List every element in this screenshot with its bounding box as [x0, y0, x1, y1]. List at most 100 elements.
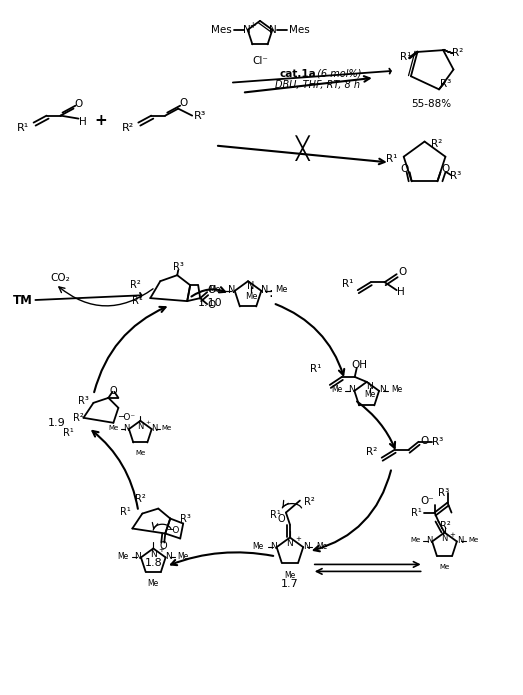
- Text: Me: Me: [364, 391, 376, 400]
- Text: Me: Me: [285, 571, 295, 580]
- Text: cat.1a: cat.1a: [280, 69, 317, 79]
- Text: R³: R³: [440, 79, 452, 90]
- Text: R¹: R¹: [400, 52, 411, 62]
- Text: R³: R³: [432, 436, 443, 447]
- Text: Me: Me: [147, 579, 159, 588]
- Text: N: N: [243, 25, 251, 35]
- Text: N: N: [152, 423, 158, 432]
- Text: N: N: [287, 539, 293, 548]
- Text: 1.8: 1.8: [144, 558, 162, 569]
- Text: R³: R³: [173, 262, 184, 272]
- Text: N: N: [150, 550, 157, 559]
- Text: Me: Me: [331, 385, 343, 394]
- Text: R²: R²: [366, 447, 377, 457]
- Text: O: O: [420, 436, 429, 445]
- Text: N: N: [366, 382, 373, 391]
- Text: O: O: [110, 386, 117, 396]
- Text: R¹: R¹: [310, 364, 322, 374]
- Text: 1.7: 1.7: [281, 580, 299, 589]
- Text: N: N: [303, 541, 310, 550]
- Text: O: O: [207, 300, 215, 310]
- Text: Me: Me: [275, 286, 288, 294]
- Text: R³: R³: [438, 488, 449, 498]
- Text: Cl⁻: Cl⁻: [252, 56, 268, 66]
- Text: 55-88%: 55-88%: [412, 99, 451, 108]
- Text: ─O: ─O: [167, 526, 179, 535]
- Text: N: N: [247, 281, 255, 291]
- Text: O: O: [207, 285, 215, 295]
- Text: R¹: R¹: [386, 154, 397, 164]
- Text: Me: Me: [245, 292, 257, 301]
- Text: 1.9: 1.9: [48, 418, 65, 428]
- Text: R³: R³: [78, 396, 89, 406]
- Text: N: N: [348, 385, 355, 394]
- Text: +: +: [146, 420, 151, 425]
- Text: H: H: [78, 117, 86, 126]
- Text: R¹: R¹: [411, 507, 422, 518]
- Text: Me: Me: [469, 537, 479, 543]
- Text: R²: R²: [73, 413, 84, 423]
- Text: O: O: [277, 514, 285, 523]
- Text: Me: Me: [439, 564, 450, 571]
- Text: +: +: [94, 113, 107, 128]
- Text: N: N: [137, 423, 143, 432]
- Text: R³: R³: [180, 514, 191, 523]
- Text: R²: R²: [122, 122, 134, 133]
- Text: Me: Me: [118, 552, 129, 561]
- Text: TM: TM: [13, 293, 32, 306]
- Text: +: +: [249, 22, 256, 31]
- Text: ─O⁻: ─O⁻: [118, 414, 135, 423]
- Text: Me: Me: [162, 425, 172, 431]
- Text: O: O: [399, 267, 407, 277]
- Text: N: N: [165, 552, 172, 561]
- Text: Me: Me: [253, 541, 264, 550]
- Text: O: O: [401, 164, 409, 174]
- Text: Me: Me: [391, 385, 402, 394]
- Text: H: H: [397, 287, 404, 297]
- Text: R¹: R¹: [132, 296, 143, 306]
- Text: R²: R²: [451, 48, 463, 58]
- Text: N: N: [379, 385, 385, 394]
- Text: +: +: [450, 532, 456, 537]
- Text: R¹: R¹: [269, 509, 280, 520]
- Text: O⁻: O⁻: [420, 496, 435, 505]
- Text: R²: R²: [304, 497, 315, 507]
- Text: N: N: [270, 541, 277, 550]
- Text: R²: R²: [431, 138, 442, 149]
- Text: R²: R²: [440, 521, 451, 530]
- Text: N: N: [441, 534, 448, 543]
- Text: DBU, THF, RT, 8 h: DBU, THF, RT, 8 h: [275, 80, 360, 90]
- Text: N: N: [228, 285, 235, 295]
- Text: N: N: [457, 536, 463, 545]
- Text: O: O: [179, 98, 187, 108]
- Text: N: N: [260, 285, 268, 295]
- Text: OH: OH: [352, 360, 368, 370]
- Text: 1.10: 1.10: [198, 298, 222, 308]
- Text: Me: Me: [135, 450, 145, 456]
- Text: N: N: [269, 25, 277, 35]
- Text: Me: Me: [410, 537, 420, 543]
- Text: R²: R²: [135, 493, 146, 504]
- Text: R³: R³: [194, 111, 207, 121]
- Text: Me: Me: [178, 552, 189, 561]
- Text: R¹: R¹: [120, 507, 131, 516]
- Text: R¹: R¹: [342, 279, 354, 289]
- Text: CO₂: CO₂: [51, 273, 71, 283]
- Text: Me: Me: [208, 286, 221, 294]
- Text: N: N: [426, 536, 433, 545]
- Text: O: O: [441, 164, 450, 174]
- Text: Mes: Mes: [211, 25, 232, 35]
- Text: O: O: [160, 541, 167, 551]
- Text: ╳: ╳: [296, 136, 310, 161]
- Text: Me: Me: [316, 541, 327, 550]
- Text: R³: R³: [450, 171, 461, 181]
- Text: +: +: [158, 548, 164, 553]
- Text: N: N: [123, 423, 129, 432]
- Text: N: N: [134, 552, 141, 561]
- Text: R¹: R¹: [63, 428, 74, 438]
- Text: Mes: Mes: [289, 25, 310, 35]
- Text: Me: Me: [109, 425, 119, 431]
- Text: (6 mol%): (6 mol%): [314, 69, 361, 79]
- Text: O: O: [74, 99, 83, 108]
- Text: :: :: [269, 286, 274, 300]
